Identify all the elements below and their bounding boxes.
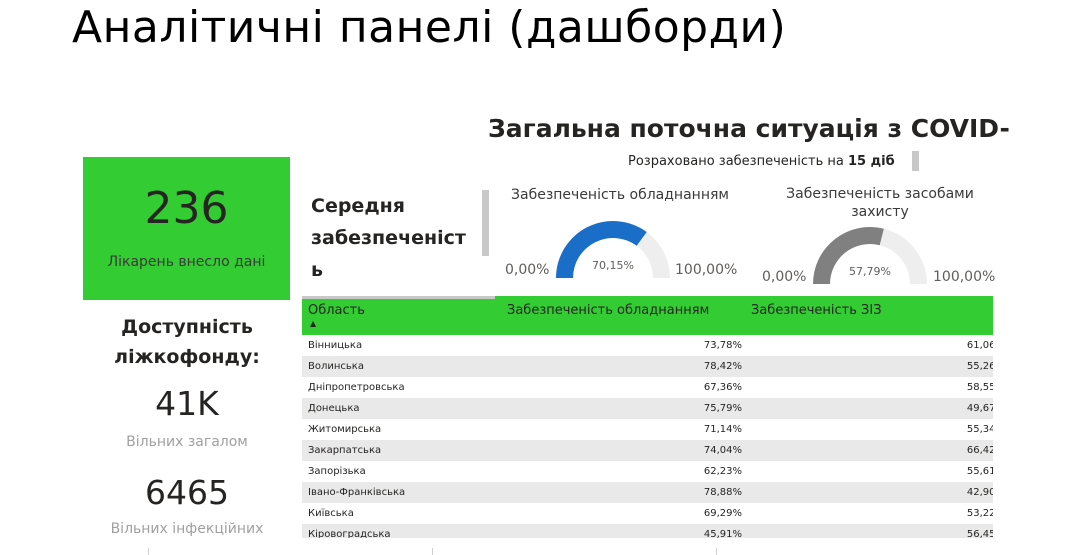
hospitals-card: 236 Лікарень внесло дані — [83, 157, 290, 300]
cell-ppe: 53,22% — [966, 508, 993, 519]
gauge-equipment-title: Забезпеченість обладнанням — [511, 187, 729, 203]
table-row[interactable]: Вінницька 73,78% 61,06% — [302, 335, 993, 356]
gauge-equipment-min: 0,00% — [505, 262, 550, 278]
cell-region: Івано-Франківська — [308, 487, 406, 498]
cell-region: Дніпропетровська — [308, 382, 405, 393]
cell-region: Київська — [308, 508, 354, 519]
table-row[interactable]: Київська 69,29% 53,22% — [302, 503, 993, 524]
free-infectious-value: 6465 — [145, 473, 229, 512]
cell-ppe: 49,67% — [966, 403, 993, 414]
cell-region: Донецька — [308, 403, 360, 414]
gauge-protection-fill — [813, 227, 884, 284]
gauge-equipment-value: 70,15% — [592, 259, 634, 272]
cell-equipment: 69,29% — [703, 508, 742, 519]
gauge-equipment-max: 100,00% — [675, 262, 738, 278]
cell-equipment: 74,04% — [703, 445, 742, 456]
slide-title: Аналітичні панелі (дашборди) — [72, 2, 787, 53]
gauge-equipment — [556, 221, 670, 278]
cell-equipment: 78,88% — [703, 487, 742, 498]
scroll-indicator-avg[interactable] — [482, 190, 489, 256]
cell-ppe: 55,34% — [966, 424, 993, 435]
bottom-divider — [432, 548, 433, 555]
table-row[interactable]: Закарпатська 74,04% 66,42% — [302, 440, 993, 461]
calc-note-prefix: Розраховано забезпеченість на — [628, 154, 848, 169]
header-region[interactable]: Область — [308, 303, 365, 318]
bottom-divider — [716, 548, 717, 555]
table-row[interactable]: Житомирська 71,14% 55,34% — [302, 419, 993, 440]
bed-availability-title: Доступність ліжкофонду: — [114, 316, 260, 368]
gauge-protection-value: 57,79% — [849, 265, 891, 278]
cell-ppe: 58,55% — [966, 382, 993, 393]
cell-equipment: 75,79% — [703, 403, 742, 414]
gauge-protection-min: 0,00% — [762, 269, 807, 285]
cell-equipment: 45,91% — [703, 529, 742, 538]
cell-region: Житомирська — [308, 424, 382, 435]
report-title: Загальна поточна ситуація з COVID- — [488, 114, 1010, 143]
cell-ppe: 55,61% — [966, 466, 993, 477]
table-row[interactable]: Івано-Франківська 78,88% 42,90% — [302, 482, 993, 503]
scroll-indicator[interactable] — [912, 151, 919, 171]
gauge-protection-max: 100,00% — [933, 269, 996, 285]
gauge-equipment-fill — [556, 221, 647, 278]
sort-ascending-icon[interactable]: ▲ — [310, 319, 317, 328]
cell-ppe: 66,42% — [966, 445, 993, 456]
cell-region: Волинська — [308, 361, 364, 372]
calc-note: Розраховано забезпеченість на 15 діб — [628, 154, 895, 169]
cell-equipment: 62,23% — [703, 466, 742, 477]
average-provision-title: Середня забезпеченіст ь — [311, 195, 466, 281]
cell-equipment: 78,42% — [703, 361, 742, 372]
table-scroll-indicator[interactable] — [302, 296, 495, 299]
cell-ppe: 61,06% — [966, 340, 993, 351]
cell-region: Запорізька — [308, 466, 366, 477]
table-row[interactable]: Дніпропетровська 67,36% 58,55% — [302, 377, 993, 398]
free-total-value: 41K — [155, 384, 219, 423]
bottom-divider — [148, 548, 149, 555]
cell-equipment: 73,78% — [703, 340, 742, 351]
cell-ppe: 42,90% — [966, 487, 993, 498]
cell-ppe: 55,26% — [966, 361, 993, 372]
cell-ppe: 56,45% — [966, 529, 993, 538]
free-infectious-label: Вільних інфекційних — [110, 521, 264, 537]
cell-region: Закарпатська — [308, 445, 382, 456]
header-ppe[interactable]: Забезпеченість ЗІЗ — [751, 303, 882, 318]
cell-equipment: 67,36% — [703, 382, 742, 393]
table-header: Область ▲ Забезпеченість обладнанням Заб… — [302, 296, 993, 335]
header-equipment[interactable]: Забезпеченість обладнанням — [507, 303, 710, 318]
hospitals-count: 236 — [144, 183, 229, 234]
free-total-label: Вільних загалом — [126, 434, 248, 450]
table-row[interactable]: Донецька 75,79% 49,67% — [302, 398, 993, 419]
table-row[interactable]: Кіровоградська 45,91% 56,45% — [302, 524, 993, 538]
cell-region: Вінницька — [308, 340, 363, 351]
table-row[interactable]: Запорізька 62,23% 55,61% — [302, 461, 993, 482]
regions-table: Область ▲ Забезпеченість обладнанням Заб… — [302, 296, 993, 538]
cell-region: Кіровоградська — [308, 529, 391, 538]
table-row[interactable]: Волинська 78,42% 55,26% — [302, 356, 993, 377]
gauge-protection-title: Забезпеченість засобами захисту — [786, 186, 974, 220]
calc-note-days: 15 діб — [848, 154, 895, 169]
cell-equipment: 71,14% — [703, 424, 742, 435]
gauge-protection — [813, 227, 927, 284]
hospitals-label: Лікарень внесло дані — [107, 254, 266, 270]
